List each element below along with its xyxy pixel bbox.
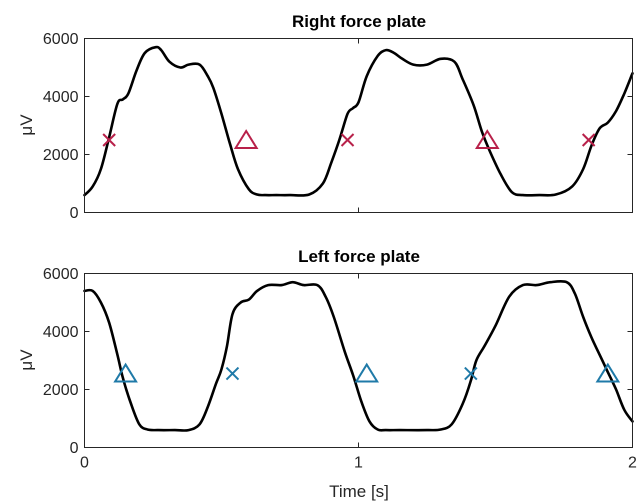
y-tick-label: 2000: [43, 382, 79, 399]
axes-frame: [84, 273, 633, 448]
x-tick-label: 2: [628, 455, 637, 472]
plot-layer: [83, 279, 634, 432]
y-tick-label: 4000: [43, 89, 79, 106]
y-tick-label: 0: [70, 440, 79, 457]
y-axis-label: μV: [17, 349, 36, 371]
panel-title: Right force plate: [292, 12, 426, 31]
cross-marker: [581, 133, 596, 147]
triangle-marker: [474, 129, 500, 149]
plot-layer: [83, 45, 634, 197]
triangle-marker: [354, 362, 380, 383]
cross-marker: [102, 133, 116, 147]
x-axis-label: Time [s]: [329, 482, 389, 501]
signal-line: [83, 45, 634, 197]
signal-line: [83, 279, 634, 432]
tick-layer: 0 2000 4000 6000 0 1 2: [43, 266, 637, 472]
triangle-marker: [595, 362, 621, 383]
y-axis-label: μV: [17, 114, 36, 136]
left-force-plate-panel: Left force plate μV 0 2000 4000 6000 0 1 2 Tim…: [17, 247, 637, 501]
triangle-marker: [113, 362, 138, 383]
cross-marker: [340, 133, 355, 147]
y-tick-label: 0: [70, 205, 79, 222]
cross-marker: [464, 366, 478, 381]
triangle-marker: [233, 129, 259, 149]
y-tick-label: 4000: [43, 324, 79, 341]
x-tick-label: 1: [354, 455, 363, 472]
cross-marker: [225, 366, 240, 381]
right-force-plate-panel: Right force plate μV 0 2000 4000 6000: [17, 12, 634, 222]
y-tick-label: 6000: [43, 31, 79, 48]
axes-frame: [84, 38, 633, 213]
x-tick-label: 0: [80, 455, 89, 472]
y-tick-label: 6000: [43, 266, 79, 283]
panel-title: Left force plate: [298, 247, 420, 266]
tick-layer: 0 2000 4000 6000: [43, 31, 633, 222]
y-tick-label: 2000: [43, 147, 79, 164]
